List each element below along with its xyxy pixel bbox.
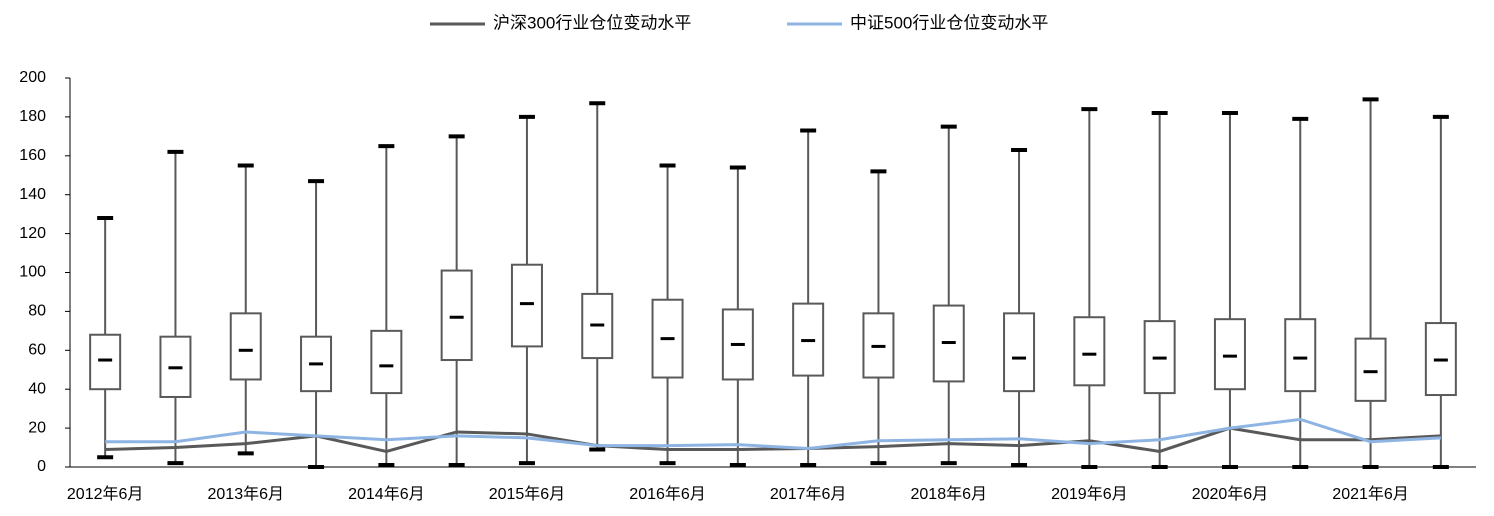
y-tick-label: 20 [28, 419, 46, 436]
box [862, 312, 895, 379]
x-tick-label: 2016年6月 [629, 485, 706, 503]
x-tick-label: 2017年6月 [770, 485, 847, 503]
y-tick-label: 180 [19, 108, 46, 125]
x-tick-label: 2021年6月 [1332, 485, 1409, 503]
legend-label: 中证500行业仓位变动水平 [850, 13, 1048, 32]
box [370, 329, 403, 395]
box [1003, 312, 1036, 393]
x-tick-label: 2018年6月 [911, 485, 988, 503]
box [1213, 318, 1246, 391]
y-tick-label: 200 [19, 69, 46, 86]
x-tick-label: 2013年6月 [208, 485, 285, 503]
box [440, 269, 473, 362]
box [89, 333, 122, 391]
series-line [105, 417, 1441, 451]
y-tick-label: 60 [28, 342, 46, 359]
series-line [105, 426, 1441, 453]
y-tick-label: 100 [19, 264, 46, 281]
x-tick-label: 2020年6月 [1192, 485, 1269, 503]
y-tick-label: 140 [19, 186, 46, 203]
box [229, 312, 262, 381]
box [1073, 316, 1106, 387]
box [1354, 337, 1387, 402]
box [1284, 318, 1317, 393]
y-tick-label: 160 [19, 147, 46, 164]
x-tick-label: 2014年6月 [348, 485, 425, 503]
box [510, 263, 543, 348]
y-tick-label: 120 [19, 225, 46, 242]
x-tick-label: 2012年6月 [67, 485, 144, 503]
box [300, 335, 333, 393]
y-tick-label: 0 [37, 458, 46, 475]
box [932, 304, 965, 383]
y-tick-label: 80 [28, 303, 46, 320]
x-tick-label: 2019年6月 [1051, 485, 1128, 503]
y-tick-label: 40 [28, 380, 46, 397]
legend-label: 沪深300行业仓位变动水平 [493, 13, 691, 32]
x-tick-label: 2015年6月 [489, 485, 566, 503]
